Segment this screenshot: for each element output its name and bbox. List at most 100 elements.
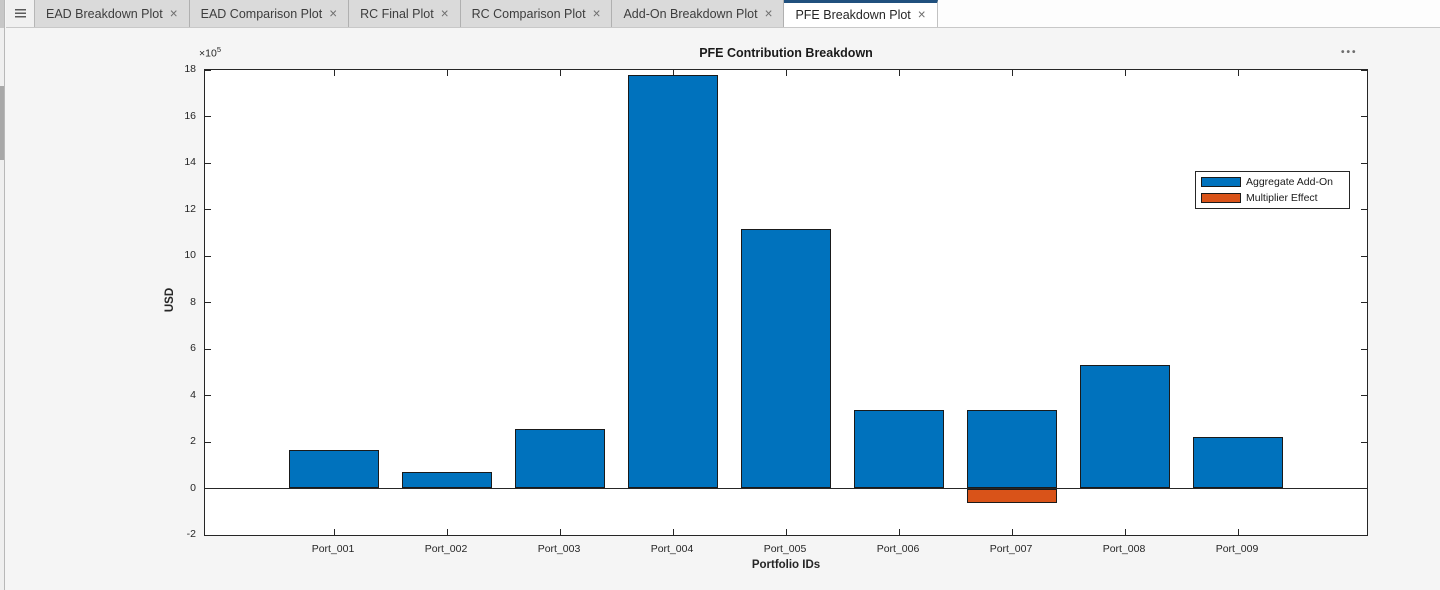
y-tick-label: 6 — [190, 342, 196, 354]
tab-add-on-breakdown-plot[interactable]: Add-On Breakdown Plot × — [612, 0, 785, 27]
tab-close-icon[interactable]: × — [592, 5, 601, 21]
y-tick-label: 18 — [184, 63, 196, 75]
legend-swatch-icon — [1201, 177, 1241, 187]
y-tick-mark — [1361, 534, 1367, 536]
y-tick-label: 2 — [190, 435, 196, 447]
axes-toolbar-menu-icon[interactable]: ••• — [1341, 47, 1358, 58]
legend-label: Multiplier Effect — [1246, 192, 1318, 204]
x-tick-mark — [559, 529, 561, 535]
y-tick-mark — [205, 255, 211, 257]
figure-tab-bar: EAD Breakdown Plot × EAD Comparison Plot × R… — [6, 0, 1440, 28]
legend-entry: Aggregate Add-On — [1201, 175, 1344, 189]
chart-title: PFE Contribution Breakdown — [699, 46, 873, 60]
tab-ead-breakdown-plot[interactable]: EAD Breakdown Plot × — [35, 0, 190, 27]
x-tick-label-port_009: Port_009 — [1215, 543, 1259, 555]
tab-close-icon[interactable]: × — [440, 5, 449, 21]
y-tick-label: 8 — [190, 295, 196, 308]
bar-port_006-aggregate-add-on[interactable] — [854, 410, 944, 489]
bar-port_003-aggregate-add-on[interactable] — [515, 428, 605, 489]
tab-rc-comparison-plot[interactable]: RC Comparison Plot × — [460, 0, 613, 27]
y-tick-mark — [1361, 255, 1367, 257]
tab-label: Add-On Breakdown Plot — [623, 6, 758, 21]
x-axis-title: Portfolio IDs — [751, 559, 821, 571]
x-tick-mark — [898, 70, 900, 76]
splitter-handle[interactable] — [0, 86, 4, 160]
x-tick-mark — [785, 529, 787, 535]
tab-close-icon[interactable]: × — [764, 5, 773, 21]
x-tick-label-port_005: Port_005 — [763, 543, 807, 555]
bar-port_009-aggregate-add-on[interactable] — [1193, 436, 1283, 489]
plot-area: Aggregate Add-On Multiplier Effect — [204, 69, 1368, 536]
x-tick-mark — [1011, 70, 1013, 76]
y-axis-exponent: ×105 — [199, 45, 221, 60]
x-tick-mark — [672, 70, 674, 76]
tab-close-icon[interactable]: × — [329, 5, 338, 21]
y-tick-mark — [1361, 302, 1367, 303]
bar-port_007-multiplier-effect[interactable] — [967, 488, 1057, 504]
y-tick-mark — [1361, 69, 1367, 71]
y-tick-label: 4 — [190, 388, 196, 401]
legend-swatch-icon — [1201, 193, 1241, 203]
y-tick-label: 10 — [184, 249, 196, 261]
x-tick-mark — [333, 70, 335, 76]
tab-bar-spacer — [937, 0, 1440, 27]
bar-port_007-aggregate-add-on[interactable] — [967, 410, 1057, 489]
legend-label: Aggregate Add-On — [1246, 176, 1333, 188]
tab-rc-final-plot[interactable]: RC Final Plot × — [349, 0, 461, 27]
bar-port_008-aggregate-add-on[interactable] — [1080, 364, 1170, 489]
x-tick-mark — [1011, 529, 1013, 535]
y-tick-mark — [205, 116, 211, 117]
tab-close-icon[interactable]: × — [917, 7, 926, 23]
x-tick-label-port_007: Port_007 — [989, 543, 1033, 555]
zero-baseline — [205, 488, 1367, 489]
bar-port_002-aggregate-add-on[interactable] — [402, 471, 492, 489]
x-tick-label-port_003: Port_003 — [537, 543, 581, 555]
tab-ead-comparison-plot[interactable]: EAD Comparison Plot × — [189, 0, 350, 27]
x-tick-mark — [446, 529, 448, 535]
y-tick-mark — [205, 302, 211, 303]
y-tick-mark — [205, 488, 211, 489]
x-tick-mark — [1124, 529, 1126, 535]
bar-port_004-aggregate-add-on[interactable] — [628, 74, 718, 489]
x-tick-mark — [1237, 529, 1239, 535]
y-tick-label: 12 — [184, 202, 196, 215]
y-tick-mark — [1361, 395, 1367, 396]
y-tick-mark — [1361, 209, 1367, 210]
bar-port_001-aggregate-add-on[interactable] — [289, 449, 379, 489]
tab-pfe-breakdown-plot[interactable]: PFE Breakdown Plot × — [784, 0, 938, 27]
x-tick-mark — [672, 529, 674, 535]
y-tick-mark — [205, 534, 211, 536]
x-tick-label-port_002: Port_002 — [424, 543, 468, 555]
tab-list-button[interactable] — [6, 0, 35, 27]
y-tick-mark — [205, 441, 211, 443]
tab-label: EAD Breakdown Plot — [46, 6, 163, 21]
tab-label: RC Final Plot — [360, 6, 434, 21]
y-tick-mark — [205, 162, 211, 164]
x-tick-label-port_004: Port_004 — [650, 543, 694, 555]
x-tick-mark — [1124, 70, 1126, 76]
y-tick-mark — [1361, 441, 1367, 443]
x-tick-mark — [898, 529, 900, 535]
y-tick-mark — [205, 395, 211, 396]
x-tick-label-port_006: Port_006 — [876, 543, 920, 555]
legend[interactable]: Aggregate Add-On Multiplier Effect — [1195, 171, 1350, 209]
x-tick-mark — [785, 70, 787, 76]
x-tick-mark — [333, 529, 335, 535]
x-tick-mark — [1237, 70, 1239, 76]
window-left-splitter[interactable] — [0, 0, 5, 590]
bar-port_005-aggregate-add-on[interactable] — [741, 228, 831, 489]
tab-label: PFE Breakdown Plot — [795, 8, 911, 22]
tab-label: RC Comparison Plot — [471, 6, 586, 21]
tab-list-icon — [14, 9, 26, 18]
x-tick-label-port_008: Port_008 — [1102, 543, 1146, 555]
y-tick-mark — [205, 209, 211, 210]
x-tick-label-port_001: Port_001 — [311, 543, 355, 555]
y-tick-label: 14 — [184, 156, 196, 168]
tab-close-icon[interactable]: × — [169, 5, 178, 21]
y-tick-mark — [205, 348, 211, 350]
tab-label: EAD Comparison Plot — [200, 6, 323, 21]
y-tick-mark — [1361, 348, 1367, 350]
y-tick-mark — [205, 69, 211, 71]
